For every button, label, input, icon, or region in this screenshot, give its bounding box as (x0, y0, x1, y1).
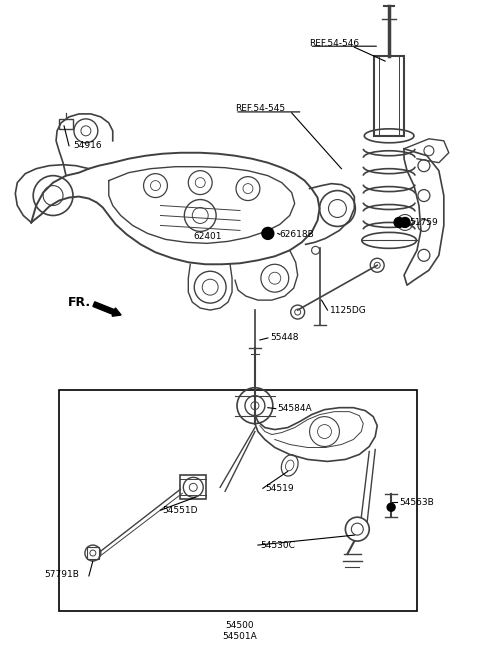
Text: 57791B: 57791B (44, 571, 79, 580)
Circle shape (262, 227, 274, 239)
Bar (180, 476, 206, 499)
Text: 54584A: 54584A (278, 404, 312, 413)
Circle shape (387, 503, 395, 511)
Text: 51759: 51759 (409, 218, 438, 227)
Bar (59, 119, 73, 129)
Bar (374, 56, 404, 136)
Circle shape (263, 229, 273, 238)
Text: REF.54-545: REF.54-545 (235, 104, 285, 113)
Text: FR.: FR. (68, 295, 91, 309)
Text: 54563B: 54563B (399, 498, 434, 507)
Circle shape (394, 217, 404, 227)
Text: REF.54-546: REF.54-546 (310, 39, 360, 48)
Text: 62618B: 62618B (280, 230, 314, 239)
Bar (59, 390, 417, 611)
Text: 54500: 54500 (226, 621, 254, 630)
Text: 54551D: 54551D (162, 506, 198, 515)
Bar (87, 547, 99, 559)
Circle shape (400, 217, 410, 227)
Text: 54519: 54519 (265, 484, 293, 493)
Text: 54501A: 54501A (223, 632, 257, 641)
Text: 54916: 54916 (73, 141, 102, 150)
Text: 54530C: 54530C (260, 540, 295, 550)
Text: 62401: 62401 (193, 232, 222, 241)
FancyArrow shape (93, 302, 121, 316)
Text: 55448: 55448 (270, 333, 299, 343)
Text: 1125DG: 1125DG (329, 306, 366, 314)
